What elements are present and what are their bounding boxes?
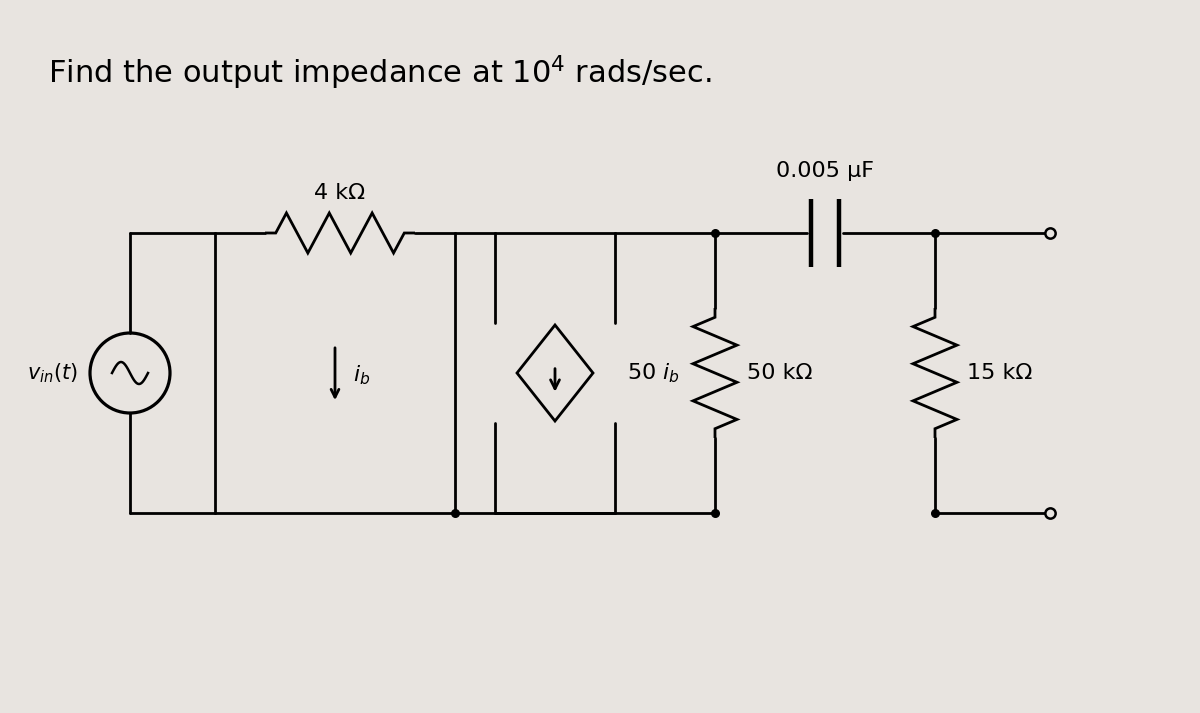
Text: 50 kΩ: 50 kΩ — [748, 363, 812, 383]
Point — [1040, 507, 1060, 518]
Point — [706, 227, 725, 239]
Point — [1040, 227, 1060, 239]
Text: 50 $i_b$: 50 $i_b$ — [628, 361, 679, 385]
Point — [925, 227, 944, 239]
Point — [706, 507, 725, 518]
Text: $v_{in}(t)$: $v_{in}(t)$ — [28, 361, 78, 385]
Point — [925, 507, 944, 518]
Text: Find the output impedance at $10^4$ rads/sec.: Find the output impedance at $10^4$ rads… — [48, 53, 712, 92]
Text: 4 kΩ: 4 kΩ — [314, 183, 366, 203]
Text: 0.005 μF: 0.005 μF — [776, 161, 874, 181]
Text: 15 kΩ: 15 kΩ — [967, 363, 1032, 383]
Text: $i_b$: $i_b$ — [353, 363, 371, 386]
Point — [445, 507, 464, 518]
